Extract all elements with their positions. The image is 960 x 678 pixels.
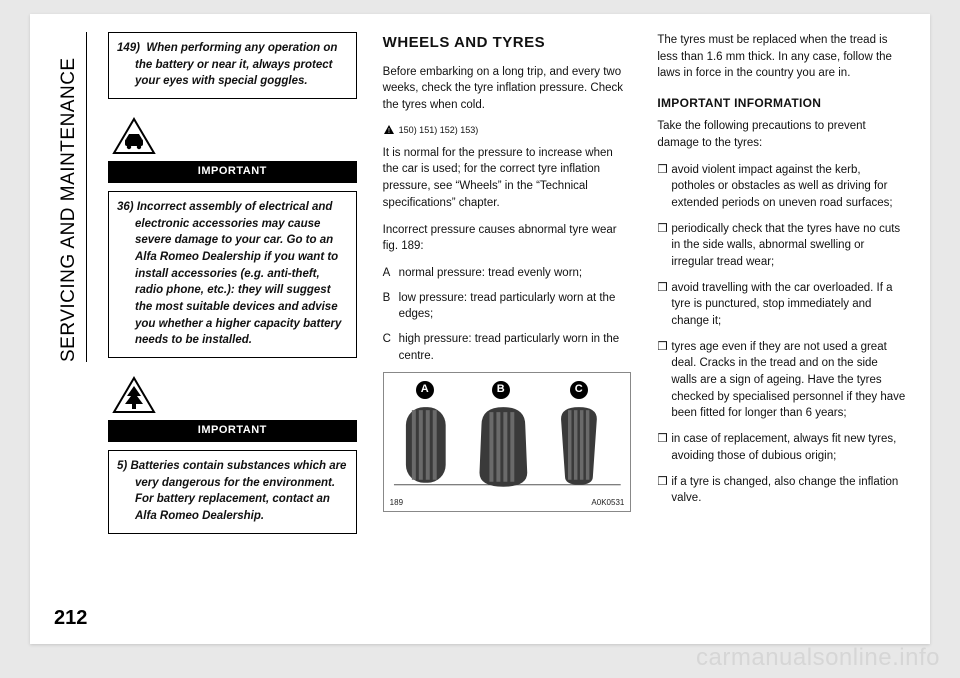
warning-box-36: 36) Incorrect assembly of electrical and… [108,191,357,358]
subheading-important-info: IMPORTANT INFORMATION [657,96,906,110]
page-number: 212 [54,607,87,630]
tree-icon [112,376,357,414]
bullet-mark: ❒ [657,431,671,464]
para: It is normal for the pressure to increas… [383,145,632,212]
warning-box-149: 149) When performing any operation on th… [108,32,357,99]
warn-num: 149) [117,42,140,54]
warn-text: Incorrect assembly of electrical and ele… [135,201,341,346]
bullet-mark: ❒ [657,280,671,330]
fig-label-c: C [570,381,588,399]
watermark: carmanualsonline.info [696,644,940,672]
warning-box-5: 5) Batteries contain substances which ar… [108,450,357,534]
text: normal pressure: tread evenly worn; [399,265,582,282]
letter: B [383,290,399,323]
car-icon [112,117,357,155]
bullet-text: avoid travelling with the car overloaded… [671,280,906,330]
fig-label-a: A [416,381,434,399]
para: The tyres must be replaced when the trea… [657,32,906,82]
bullet-item: ❒avoid violent impact against the kerb, … [657,162,906,212]
bullet-text: periodically check that the tyres have n… [671,221,906,271]
warn-num: 36) [117,201,134,213]
manual-page: SERVICING AND MAINTENANCE 212 149) When … [30,14,930,644]
column-1: 149) When performing any operation on th… [108,32,357,596]
svg-text:!: ! [388,128,390,135]
letter: C [383,331,399,364]
fig-num: 189 [390,497,403,509]
text: low pressure: tread particularly worn at… [399,290,632,323]
bullet-item: ❒tyres age even if they are not used a g… [657,339,906,422]
bullet-item: ❒avoid travelling with the car overloade… [657,280,906,330]
important-bar-2: IMPORTANT [108,420,357,442]
bullet-mark: ❒ [657,474,671,507]
important-bar-1: IMPORTANT [108,161,357,183]
bullet-text: in case of replacement, always fit new t… [671,431,906,464]
list-item-a: A normal pressure: tread evenly worn; [383,265,632,282]
fig-label-b: B [492,381,510,399]
bullet-mark: ❒ [657,162,671,212]
bullet-item: ❒in case of replacement, always fit new … [657,431,906,464]
letter: A [383,265,399,282]
column-2: WHEELS AND TYRES Before embarking on a l… [383,32,632,596]
text: high pressure: tread particularly worn i… [399,331,632,364]
para: Before embarking on a long trip, and eve… [383,64,632,114]
side-title: SERVICING AND MAINTENANCE [58,57,80,362]
bullet-text: avoid violent impact against the kerb, p… [671,162,906,212]
heading-wheels: WHEELS AND TYRES [383,32,632,54]
figure-caption: 189 A0K0531 [388,495,627,509]
list-item-c: C high pressure: tread particularly worn… [383,331,632,364]
bullet-mark: ❒ [657,221,671,271]
side-title-container: SERVICING AND MAINTENANCE [54,32,82,362]
ref-line: ! 150) 151) 152) 153) [383,124,632,137]
ref-text: 150) 151) 152) 153) [399,124,479,137]
para: Take the following precautions to preven… [657,118,906,151]
side-rule [86,32,87,362]
column-3: The tyres must be replaced when the trea… [657,32,906,596]
bullet-text: if a tyre is changed, also change the in… [671,474,906,507]
list-item-b: B low pressure: tread particularly worn … [383,290,632,323]
bullet-text: tyres age even if they are not used a gr… [671,339,906,422]
figure-inner: A B C [388,377,627,495]
para: Incorrect pressure causes abnormal tyre … [383,222,632,255]
columns: 149) When performing any operation on th… [108,32,906,596]
bullet-item: ❒if a tyre is changed, also change the i… [657,474,906,507]
warn-text: Batteries contain substances which are v… [130,460,346,522]
bullet-item: ❒periodically check that the tyres have … [657,221,906,271]
warn-text: When performing any operation on the bat… [135,42,337,87]
warn-num: 5) [117,460,127,472]
bullet-mark: ❒ [657,339,671,422]
fig-code: A0K0531 [591,497,624,509]
figure-189: A B C [383,372,632,512]
